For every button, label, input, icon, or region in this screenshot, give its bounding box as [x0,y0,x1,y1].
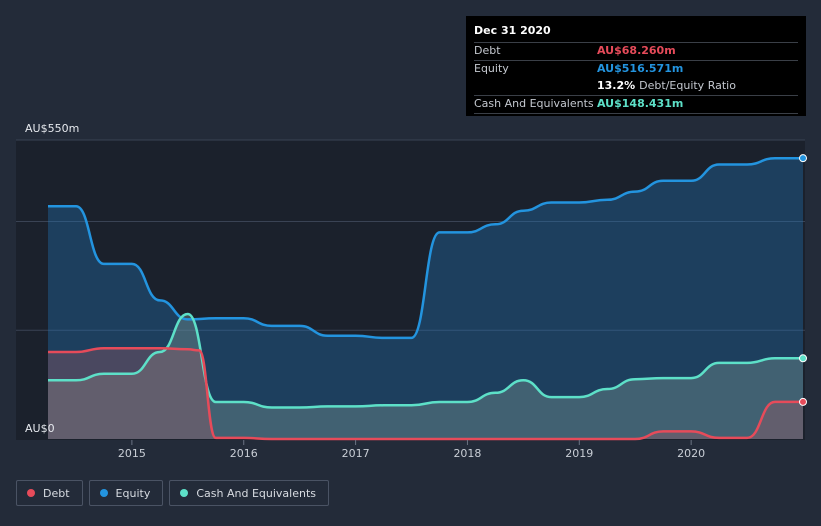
debt-area [48,348,803,439]
legend-cash-label: Cash And Equivalents [196,486,316,500]
tooltip-row-cash: Cash And Equivalents AU$148.431m [474,95,798,114]
x-tick-label-2019: 2019 [565,447,593,460]
tooltip-ratio-label: Debt/Equity Ratio [639,79,736,92]
legend-debt-label: Debt [43,486,70,500]
debt-dot-icon [27,489,35,497]
y-axis-bottom-label: AU$0 [25,422,55,435]
equity-dot-icon [99,489,108,497]
tooltip-debt-label: Debt [474,44,501,57]
tooltip-ratio-value: 13.2% [597,79,636,92]
tooltip-debt-value: AU$68.260m [597,44,676,57]
y-axis-top-label: AU$550m [25,122,79,135]
tooltip-date: Dec 31 2020 [474,24,551,37]
debt-endpoint [799,397,807,406]
equity-area [48,158,803,439]
tooltip-cash-value: AU$148.431m [597,97,684,110]
tooltip-row-ratio: 13.2% Debt/Equity Ratio [474,78,798,95]
series-areas [48,158,803,439]
cash-dot-icon [180,489,189,497]
x-tick-label-2020: 2020 [677,447,705,460]
tooltip-ratio-spacer [474,78,597,95]
equity-line [48,156,803,340]
x-tick-label-2018: 2018 [453,447,481,460]
tooltip-row-equity: Equity AU$516.571m [474,60,798,78]
series-lines [47,156,803,441]
cash-and-equivalents-endpoint [799,354,807,363]
tooltip-equity-label: Equity [474,62,509,75]
debt-line [47,346,803,441]
equity-endpoint [799,154,807,163]
x-tick-label-2017: 2017 [342,447,370,460]
legend-item-debt[interactable]: Debt [16,480,83,506]
x-axis-ticks: 2015 2016 2017 2018 2019 2020 [118,440,705,460]
gridlines [16,139,805,331]
tooltip-equity-value: AU$516.571m [597,62,684,75]
series-endpoints [799,154,807,406]
cash-and-equivalents-area [48,314,803,439]
cash-and-equivalents-line [48,312,803,409]
tooltip-panel: Dec 31 2020 Debt AU$68.260m Equity AU$51… [466,16,806,116]
tooltip-cash-label: Cash And Equivalents [474,97,594,110]
legend-equity-label: Equity [115,486,151,500]
x-tick-label-2016: 2016 [230,447,258,460]
plot-background [16,140,805,440]
legend-item-equity[interactable]: Equity [88,480,164,506]
tooltip-row-debt: Debt AU$68.260m [474,42,798,60]
x-tick-label-2015: 2015 [118,447,146,460]
legend-item-cash[interactable]: Cash And Equivalents [169,480,329,506]
legend: Debt Equity Cash And Equivalents [16,480,329,506]
